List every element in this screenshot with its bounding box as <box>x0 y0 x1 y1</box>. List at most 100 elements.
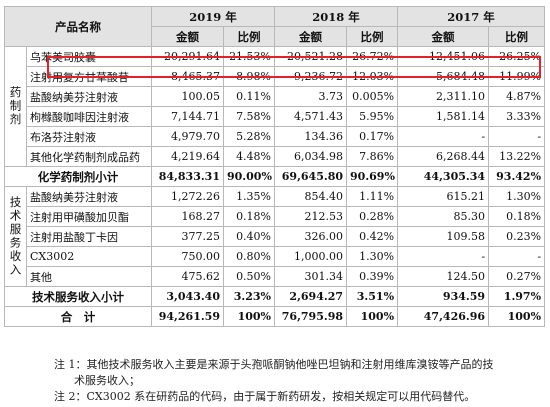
value-cell: 6,268.44 <box>397 146 490 167</box>
value-cell: 7.58% <box>222 106 276 127</box>
value-cell: 84,833.31 <box>151 166 224 187</box>
note-1-cont: 术服务收入； <box>74 374 140 387</box>
category-pharma: 药制剂 <box>4 46 27 167</box>
product-name-cell: 其他 <box>26 266 152 287</box>
value-cell: 7.86% <box>346 146 399 167</box>
value-cell: 21.53% <box>222 46 276 67</box>
product-name-cell: 注射用甲磺酸加贝酯 <box>26 206 152 227</box>
table-row: 其他化学药制剂成品药 4,219.64 4.48% 6,034.98 7.86% 6,26… <box>5 146 546 167</box>
value-cell: 7,144.71 <box>151 106 224 127</box>
value-cell: 90.69% <box>346 166 399 187</box>
value-cell: - <box>488 246 546 267</box>
value-cell: 1,581.14 <box>397 106 490 127</box>
table-notes: 注 1：其他技术服务收入主要是来源于头孢哌酮钠他唑巴坦钠和注射用维库溴铵等产品的… <box>54 357 534 405</box>
value-cell: 0.18% <box>222 206 276 227</box>
subtotal-label: 化学药制剂小计 <box>4 166 152 187</box>
value-cell: 750.00 <box>151 246 224 267</box>
value-cell: 13.22% <box>488 146 546 167</box>
value-cell: 109.58 <box>397 226 490 247</box>
table-row: 盐酸纳美芬注射液 100.05 0.11% 3.73 0.005% 2,311.10 4.8… <box>5 86 546 107</box>
value-cell: 4.48% <box>222 146 276 167</box>
value-cell: 26.25% <box>488 46 546 67</box>
value-cell: 0.80% <box>222 246 276 267</box>
value-cell: 100.05 <box>151 86 224 107</box>
tech-subtotal-row: 技术服务收入小计 3,043.40 3.23% 2,694.27 3.51% 934.59… <box>4 286 546 307</box>
value-cell: 9,236.72 <box>274 66 348 87</box>
value-cell: 8,465.37 <box>151 66 224 87</box>
value-cell: 615.21 <box>397 186 490 207</box>
value-cell: 1.30% <box>488 186 546 207</box>
value-cell: 26.72% <box>346 46 399 67</box>
value-cell: 377.25 <box>151 226 224 247</box>
value-cell: 2,311.10 <box>397 86 490 107</box>
value-cell: - <box>397 246 490 267</box>
category-tech: 技术服务收入 <box>4 186 27 287</box>
value-cell: 5,684.48 <box>397 66 490 87</box>
value-cell: 0.50% <box>222 266 276 287</box>
header-product-name: 产品名称 <box>4 6 152 47</box>
value-cell: 90.00% <box>222 166 276 187</box>
product-name-cell: CX3002 <box>26 246 152 267</box>
value-cell: 4,219.64 <box>151 146 224 167</box>
value-cell: 0.11% <box>222 86 276 107</box>
value-cell: 301.34 <box>274 266 348 287</box>
product-name-cell: 其他化学药制剂成品药 <box>26 146 152 167</box>
value-cell: 100% <box>222 306 276 327</box>
value-cell: 100% <box>488 306 546 327</box>
value-cell: 124.50 <box>397 266 490 287</box>
table-row: 布洛芬注射液 4,979.70 5.28% 134.36 0.17% - - <box>5 126 546 147</box>
value-cell: 76,795.98 <box>274 306 348 327</box>
value-cell: 0.18% <box>488 206 546 227</box>
value-cell: 934.59 <box>397 286 490 307</box>
value-cell: 8.98% <box>222 66 276 87</box>
header-ratio: 比例 <box>346 26 399 47</box>
value-cell: 3.73 <box>274 86 348 107</box>
product-name-cell: 盐酸纳美芬注射液 <box>26 86 152 107</box>
subtotal-label: 技术服务收入小计 <box>4 286 152 307</box>
value-cell: - <box>397 126 490 147</box>
header-amount: 金额 <box>274 26 348 47</box>
header-ratio: 比例 <box>488 26 546 47</box>
value-cell: 168.27 <box>151 206 224 227</box>
value-cell: 11.99% <box>488 66 546 87</box>
product-name-cell: 枸橼酸咖啡因注射液 <box>26 106 152 127</box>
value-cell: 20,291.64 <box>151 46 224 67</box>
value-cell: 212.53 <box>274 206 348 227</box>
value-cell: 0.23% <box>488 226 546 247</box>
value-cell: 0.17% <box>346 126 399 147</box>
value-cell: 4,571.43 <box>274 106 348 127</box>
value-cell: 5.28% <box>222 126 276 147</box>
header-amount: 金额 <box>151 26 224 47</box>
value-cell: 0.39% <box>346 266 399 287</box>
value-cell: 0.42% <box>346 226 399 247</box>
value-cell: 0.005% <box>346 86 399 107</box>
value-cell: 20,521.28 <box>274 46 348 67</box>
subtotal-label: 合 计 <box>4 306 152 327</box>
value-cell: 1.30% <box>346 246 399 267</box>
value-cell: 1,272.26 <box>151 186 224 207</box>
header-row-metrics: 金额 比例 金额 比例 金额 比例 <box>5 26 546 47</box>
value-cell: 0.28% <box>346 206 399 227</box>
product-name-cell: 布洛芬注射液 <box>26 126 152 147</box>
value-cell: 47,426.96 <box>397 306 490 327</box>
table-row: 技术服务收入 盐酸纳美芬注射液 1,272.26 1.35% 854.40 1.11% 61… <box>4 186 546 287</box>
value-cell: 475.62 <box>151 266 224 287</box>
value-cell: 12.03% <box>346 66 399 87</box>
header-year: 2018 年 <box>274 6 399 27</box>
value-cell: 1.35% <box>222 186 276 207</box>
value-cell: 854.40 <box>274 186 348 207</box>
table-row: CX3002 750.00 0.80% 1,000.00 1.30% - - <box>5 246 546 267</box>
revenue-table: 产品名称 2019 年 2018 年 2017 年金额 比例 金额 比例 金额 比例 药制剂 乌苯美… <box>4 6 546 327</box>
product-name-cell: 注射用盐酸丁卡因 <box>26 226 152 247</box>
value-cell: 1.11% <box>346 186 399 207</box>
value-cell: 4,979.70 <box>151 126 224 147</box>
note-1: 注 1：其他技术服务收入主要是来源于头孢哌酮钠他唑巴坦钠和注射用维库溴铵等产品的… <box>54 358 494 371</box>
value-cell: 134.36 <box>274 126 348 147</box>
value-cell: 100% <box>346 306 399 327</box>
table-row: 注射用复方甘草酸苷 8,465.37 8.98% 9,236.72 12.03% 5,68… <box>5 66 546 87</box>
value-cell: 69,645.80 <box>274 166 348 187</box>
table-row: 其他 475.62 0.50% 301.34 0.39% 124.50 0.27% <box>5 266 546 287</box>
table-row: 注射用盐酸丁卡因 377.25 0.40% 326.00 0.42% 109.58 0.23… <box>5 226 546 247</box>
value-cell: 5.95% <box>346 106 399 127</box>
header-year: 2019 年 <box>150 6 276 27</box>
